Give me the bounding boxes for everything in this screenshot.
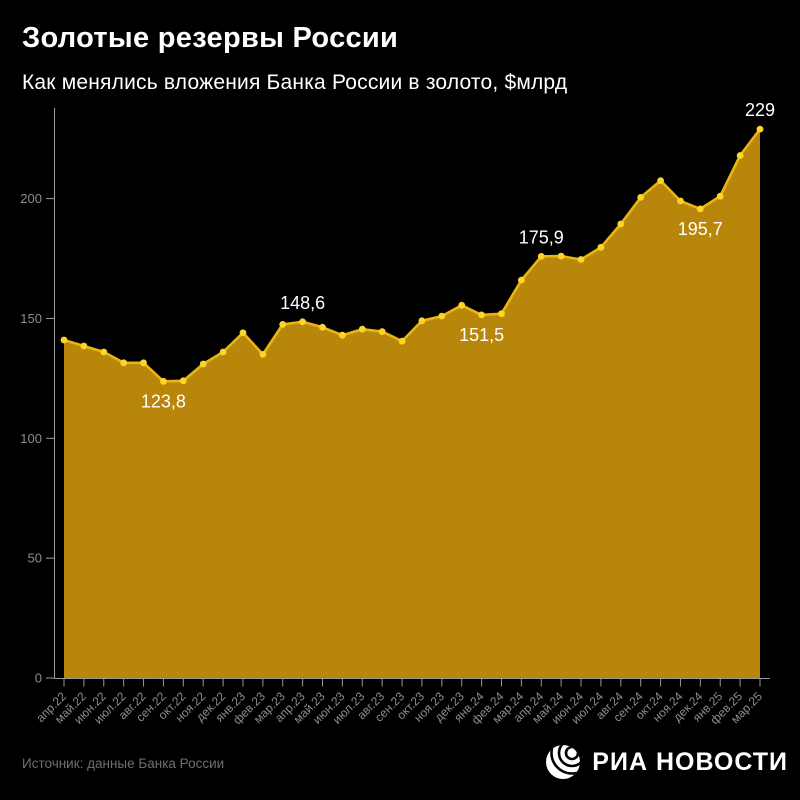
data-point (80, 342, 88, 350)
data-point (319, 323, 326, 331)
data-point (279, 321, 287, 328)
value-annotation: 151,5 (459, 325, 504, 345)
data-point (160, 377, 167, 385)
data-point (378, 328, 386, 335)
value-annotation: 148,6 (280, 293, 325, 313)
value-annotation: 229 (745, 100, 775, 120)
value-annotation: 123,8 (141, 391, 186, 411)
data-point (199, 360, 207, 368)
data-point (438, 312, 446, 320)
data-point (677, 197, 684, 205)
data-point (637, 194, 645, 201)
data-point (458, 301, 466, 309)
data-point (597, 243, 605, 251)
data-point (418, 317, 426, 325)
ria-novosti-logo: РИА НОВОСТИ (543, 742, 788, 782)
data-point (756, 125, 764, 133)
source-note: Источник: данные Банка России (22, 756, 225, 771)
page-subtitle: Как менялись вложения Банка России в зол… (22, 71, 568, 94)
data-point (657, 177, 664, 185)
data-point (140, 359, 147, 367)
data-point (120, 359, 128, 367)
data-point (398, 337, 406, 345)
data-point (219, 348, 227, 356)
data-point (498, 310, 505, 318)
ria-globe-icon (546, 745, 581, 779)
data-point (478, 311, 485, 319)
data-point (716, 192, 724, 200)
data-point (299, 318, 306, 326)
y-tick-label: 0 (35, 671, 42, 686)
data-point (577, 256, 585, 263)
data-point (239, 329, 247, 337)
data-point (179, 377, 187, 385)
footer: Источник: данные Банка России РИА НОВОСТ… (0, 738, 800, 800)
value-annotation: 175,9 (519, 227, 564, 247)
data-point (537, 253, 545, 260)
y-tick-label: 100 (20, 431, 42, 446)
page-title: Золотые резервы России (22, 22, 399, 54)
data-point (736, 152, 744, 159)
header: Золотые резервы России Как менялись влож… (22, 22, 567, 95)
data-point (557, 252, 565, 260)
data-point (518, 276, 525, 284)
y-tick-label: 150 (20, 311, 42, 326)
y-tick-label: 200 (20, 191, 42, 206)
data-point (60, 336, 68, 344)
data-point (617, 220, 625, 228)
data-point (696, 205, 704, 213)
data-point (339, 331, 346, 339)
logo-text: РИА НОВОСТИ (592, 747, 788, 776)
data-point (100, 348, 108, 356)
area-fill (64, 129, 760, 679)
data-point (259, 351, 267, 358)
data-point (358, 325, 366, 333)
value-annotation: 195,7 (678, 219, 723, 239)
y-tick-label: 50 (28, 551, 42, 566)
